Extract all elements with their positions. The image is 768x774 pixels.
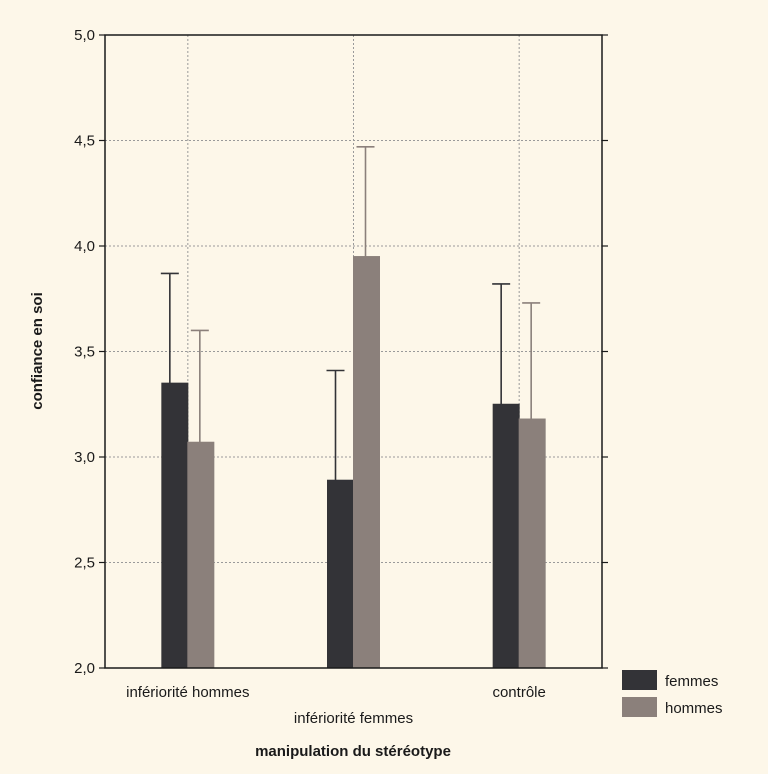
bar-hommes: [353, 256, 380, 669]
x-tick-label: infériorité femmes: [294, 710, 413, 727]
y-tick-label: 4,0: [74, 238, 95, 255]
x-tick-label: contrôle: [492, 684, 545, 701]
bars: [161, 256, 546, 669]
y-tick-label: 5,0: [74, 27, 95, 44]
x-axis-title: manipulation du stéréotype: [255, 743, 451, 760]
y-tick-label: 3,0: [74, 449, 95, 466]
x-axis-labels: infériorité hommes infériorité femmes cont…: [126, 684, 546, 727]
legend-label-hommes: hommes: [665, 700, 723, 717]
legend-label-femmes: femmes: [665, 673, 718, 690]
bar-femmes: [492, 403, 520, 669]
y-tick-label: 4,5: [74, 133, 95, 150]
bar-femmes: [327, 479, 354, 669]
legend-swatch-hommes: [622, 697, 657, 717]
y-tick-label: 2,5: [74, 555, 95, 572]
y-tick-label: 3,5: [74, 344, 95, 361]
y-axis-ticks: 2,0 2,5 3,0 3,5 4,0 4,5 5,0: [74, 27, 608, 677]
error-bars: [160, 146, 541, 481]
legend: femmes hommes: [622, 670, 723, 717]
bar-hommes: [187, 441, 215, 669]
legend-swatch-femmes: [622, 670, 657, 690]
bar-femmes: [161, 382, 189, 669]
y-tick-label: 2,0: [74, 660, 95, 677]
x-tick-label: infériorité hommes: [126, 684, 249, 701]
bar-hommes: [518, 418, 546, 669]
y-axis-title: confiance en soi: [29, 292, 46, 410]
